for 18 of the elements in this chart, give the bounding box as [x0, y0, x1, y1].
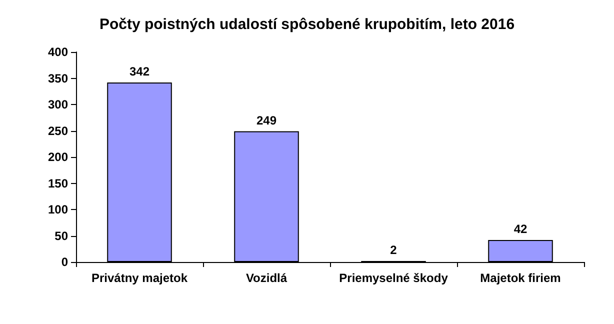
- x-tick-label: Priemyselné škody: [339, 271, 448, 285]
- y-tick-label: 400: [48, 45, 68, 59]
- chart-title: Počty poistných udalostí spôsobené krupobitím, leto 2016: [99, 16, 515, 33]
- data-label: 342: [129, 64, 150, 78]
- data-label: 249: [256, 113, 277, 128]
- x-tick-label: Majetok firiem: [480, 271, 561, 285]
- y-tick-label: 350: [48, 71, 68, 86]
- x-tick-label: Vozidlá: [246, 271, 288, 285]
- y-tick-label: 150: [48, 176, 68, 190]
- data-label: 2: [390, 242, 398, 257]
- data-label: 42: [514, 222, 528, 236]
- y-tick-label: 0: [61, 255, 68, 269]
- y-tick-label: 50: [54, 228, 68, 243]
- y-tick-label: 300: [48, 98, 68, 112]
- x-tick-label: Privátny majetok: [91, 271, 188, 285]
- y-tick-label: 250: [48, 124, 68, 138]
- y-tick-label: 200: [48, 150, 68, 164]
- y-tick-label: 100: [48, 202, 68, 216]
